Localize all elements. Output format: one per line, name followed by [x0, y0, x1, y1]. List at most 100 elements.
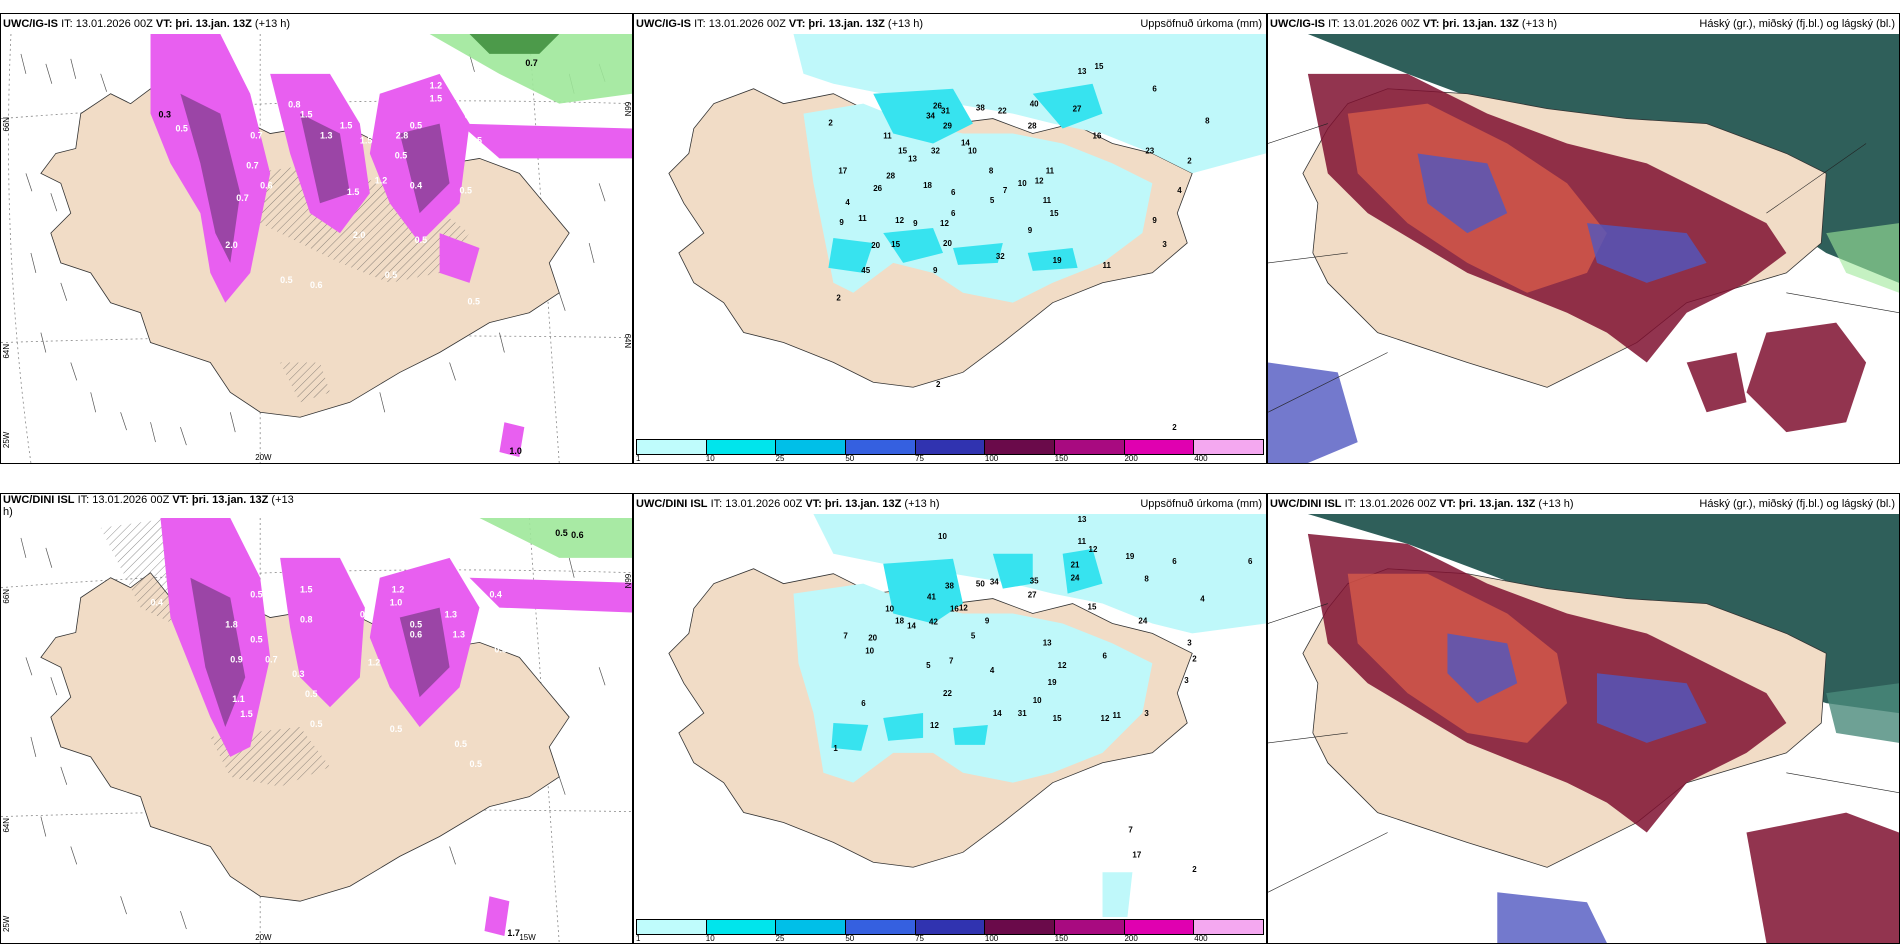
- svg-text:10: 10: [938, 532, 947, 541]
- colorbar-tick: 75: [915, 934, 925, 943]
- svg-text:0.8: 0.8: [300, 615, 312, 625]
- lat-label-66n: 66N: [2, 117, 11, 132]
- svg-text:7: 7: [949, 656, 954, 665]
- valid-label: VT:: [1422, 18, 1440, 30]
- colorbar-tick: 75: [915, 454, 925, 463]
- svg-text:1.2: 1.2: [430, 81, 442, 91]
- map-area: 13 11 12 10 19 6 6 21 24 8 4 15 10 41 38…: [634, 514, 1266, 917]
- svg-text:3: 3: [1184, 676, 1189, 685]
- svg-text:9: 9: [839, 218, 844, 227]
- svg-text:11: 11: [1046, 166, 1055, 175]
- svg-text:20: 20: [943, 239, 952, 248]
- colorbar-swatch: [1055, 920, 1125, 934]
- svg-text:15: 15: [1050, 209, 1059, 218]
- model-name: UWC/IG-IS: [3, 18, 58, 30]
- svg-text:2: 2: [1192, 654, 1197, 663]
- field-title: Háský (gr.), miðský (fj.bl.) og lágský (…: [1699, 498, 1895, 510]
- svg-text:1.5: 1.5: [430, 94, 442, 104]
- svg-text:0.4: 0.4: [410, 180, 422, 190]
- svg-text:5: 5: [971, 631, 976, 640]
- svg-text:38: 38: [945, 582, 954, 591]
- lead-time: (+13 h): [1538, 498, 1574, 510]
- svg-text:0.5: 0.5: [250, 590, 262, 600]
- colorbar-tick: 150: [1054, 454, 1069, 463]
- svg-text:0.9: 0.9: [230, 654, 242, 664]
- svg-text:6: 6: [1172, 557, 1177, 566]
- svg-text:15: 15: [891, 240, 900, 249]
- svg-text:0.3: 0.3: [159, 110, 171, 120]
- colorbar: 1 10 25 50 75 100 150 200 400: [634, 437, 1266, 463]
- svg-text:12: 12: [895, 216, 904, 225]
- svg-text:0.5: 0.5: [298, 56, 310, 66]
- svg-text:1.3: 1.3: [453, 629, 465, 639]
- svg-text:10: 10: [1018, 179, 1027, 188]
- svg-text:1.5: 1.5: [360, 135, 372, 145]
- svg-text:3: 3: [1187, 638, 1192, 647]
- precip-map: 13 11 12 10 19 6 6 21 24 8 4 15 10 41 38…: [668, 514, 1266, 917]
- svg-text:1.1: 1.1: [232, 694, 244, 704]
- marker-label: 1.0: [509, 446, 521, 456]
- contour-labels: 1.0 0.5 0.6 0.5 0.4 1.2 0.5 1.5 1.8 1.3 …: [151, 528, 584, 769]
- svg-text:12: 12: [1101, 714, 1110, 723]
- svg-text:0.5: 0.5: [555, 528, 567, 538]
- colorbar-swatch: [637, 920, 707, 934]
- svg-text:1.2: 1.2: [375, 175, 387, 185]
- colorbar-swatch: [985, 920, 1056, 934]
- svg-text:0.3: 0.3: [292, 669, 304, 679]
- svg-text:8: 8: [989, 166, 994, 175]
- svg-text:0.6: 0.6: [310, 280, 322, 290]
- svg-text:34: 34: [990, 578, 999, 587]
- snow-map: 66N 64N 25W 20W 15W 66N 1.0 0.5 0.6 0.5 …: [1, 518, 632, 943]
- colorbar-tick: 400: [1194, 934, 1208, 943]
- svg-text:0.5: 0.5: [390, 724, 402, 734]
- svg-text:0.6: 0.6: [465, 111, 477, 121]
- model-name: UWC/DINI ISL: [3, 494, 75, 506]
- svg-text:2: 2: [1172, 423, 1177, 432]
- svg-text:0.8: 0.8: [362, 116, 374, 126]
- svg-text:24: 24: [1138, 616, 1147, 625]
- svg-text:50: 50: [976, 580, 985, 589]
- svg-text:9: 9: [933, 266, 938, 275]
- svg-text:2.8: 2.8: [396, 131, 408, 141]
- precip-map: 13 15 26 11 34 31 38 22 40 27 6 8 2 29 1…: [668, 34, 1266, 432]
- svg-text:11: 11: [1043, 196, 1052, 205]
- colorbar-tick: 10: [705, 934, 715, 943]
- svg-text:7: 7: [1003, 186, 1008, 195]
- map-area: 66N 64N 25W 20W 66N 64N 1.0 0.5 0.7 1.2 …: [1, 34, 632, 463]
- colorbar-tick: 1: [636, 454, 641, 463]
- snow-bands: [150, 34, 632, 458]
- init-time: IT: 13.01.2026 00Z: [61, 18, 153, 30]
- svg-text:0.5: 0.5: [250, 634, 262, 644]
- valid-label: VT:: [788, 18, 806, 30]
- svg-text:32: 32: [996, 252, 1005, 261]
- svg-text:20: 20: [868, 633, 877, 642]
- svg-text:15: 15: [1088, 603, 1097, 612]
- map-area: [1268, 514, 1899, 943]
- svg-text:0.6: 0.6: [410, 629, 422, 639]
- contour-labels: 1.0 0.5 0.7 1.2 1.5 1.5 0.5 0.8 1.5 1.3 …: [159, 38, 538, 307]
- svg-text:0.7: 0.7: [525, 58, 537, 68]
- svg-text:1.0: 1.0: [390, 598, 402, 608]
- svg-text:12: 12: [930, 721, 939, 730]
- svg-text:0.5: 0.5: [410, 619, 422, 629]
- lon-label-20w: 20W: [255, 933, 272, 942]
- panel-header: UWC/IG-IS IT: 13.01.2026 00Z VT: þri. 13…: [1, 14, 632, 34]
- svg-text:1.5: 1.5: [347, 187, 359, 197]
- svg-text:16: 16: [950, 605, 959, 614]
- svg-text:6: 6: [951, 209, 956, 218]
- lat-label-64n: 64N: [2, 344, 11, 359]
- lat-label-66n: 66N: [2, 589, 11, 604]
- svg-text:0.6: 0.6: [260, 180, 272, 190]
- svg-text:13: 13: [1043, 638, 1052, 647]
- lead-time: (+13 h): [254, 18, 291, 30]
- colorbar-swatch: [637, 440, 707, 454]
- svg-text:26: 26: [933, 102, 942, 111]
- lat-label-64n: 64N: [2, 818, 11, 833]
- svg-text:10: 10: [885, 605, 894, 614]
- svg-text:0.6: 0.6: [571, 530, 583, 540]
- panel-dini-snow: UWC/DINI ISL IT: 13.01.2026 00Z VT: þri.…: [0, 493, 633, 944]
- svg-text:7: 7: [1128, 825, 1133, 834]
- panel-header: UWC/DINI ISL IT: 13.01.2026 00Z VT: þri.…: [634, 494, 1266, 514]
- valid-time: þri. 13.jan. 13Z: [191, 494, 269, 506]
- colorbar-tick: 150: [1054, 934, 1069, 943]
